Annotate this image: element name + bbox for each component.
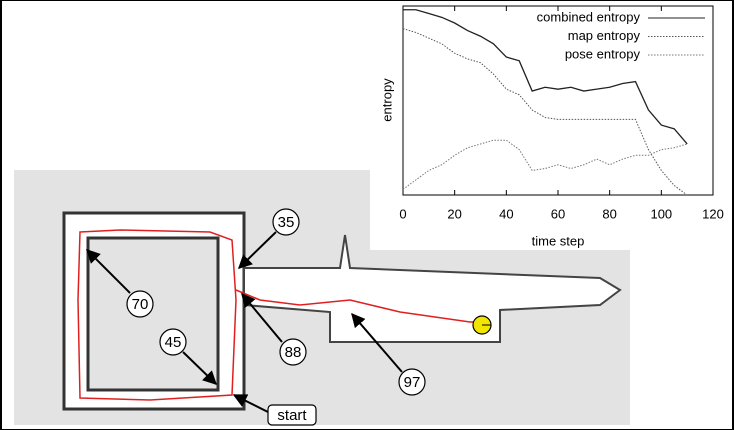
x-axis-label: time step (532, 233, 585, 248)
x-tick-label: 0 (399, 206, 406, 221)
y-axis-label: entropy (379, 78, 394, 122)
x-tick-label: 80 (602, 206, 616, 221)
map-label: 45 (165, 334, 182, 351)
map-label: 97 (404, 374, 421, 391)
legend-label: map entropy (568, 28, 641, 43)
x-tick-label: 100 (650, 206, 672, 221)
map-label: 70 (132, 296, 149, 313)
legend-label: pose entropy (565, 46, 641, 61)
legend-label: combined entropy (537, 9, 641, 24)
map-label: start (277, 407, 307, 424)
map-label: 88 (285, 344, 302, 361)
x-tick-label: 20 (447, 206, 461, 221)
x-tick-label: 60 (551, 206, 565, 221)
map-label: 35 (278, 214, 295, 231)
figure: 35 70 45 88 97 start time step entropy 0… (0, 0, 734, 430)
x-tick-label: 40 (499, 206, 513, 221)
x-tick-label: 120 (702, 206, 724, 221)
